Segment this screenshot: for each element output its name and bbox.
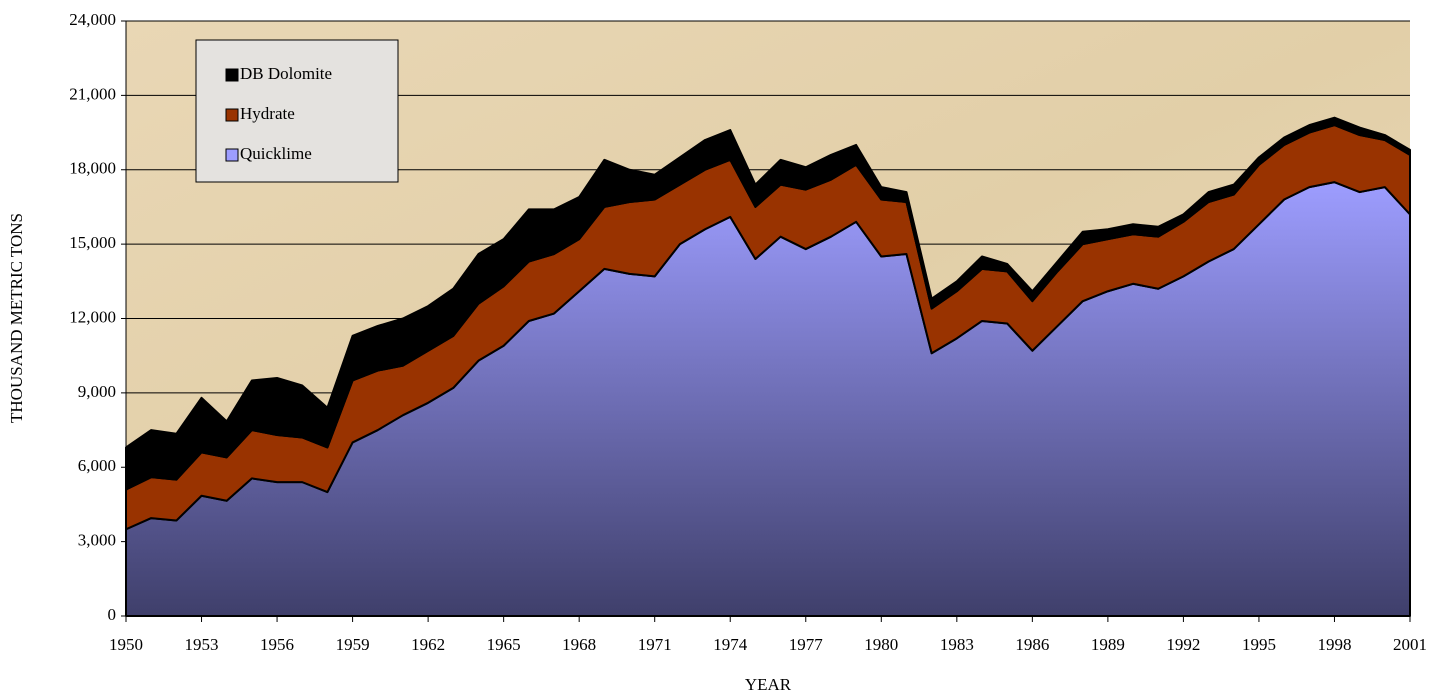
x-tick-label: 1983 xyxy=(940,635,974,654)
x-tick-label: 1992 xyxy=(1166,635,1200,654)
x-tick-label: 1965 xyxy=(487,635,521,654)
legend-label: Quicklime xyxy=(240,144,312,163)
x-tick-label: 1980 xyxy=(864,635,898,654)
x-tick-label: 1998 xyxy=(1317,635,1351,654)
legend-label: DB Dolomite xyxy=(240,64,332,83)
legend-swatch xyxy=(225,68,239,82)
y-axis-title: THOUSAND METRIC TONS xyxy=(7,213,26,423)
y-tick-label: 24,000 xyxy=(69,10,116,29)
y-tick-label: 9,000 xyxy=(78,382,116,401)
y-tick-label: 18,000 xyxy=(69,159,116,178)
x-tick-label: 1953 xyxy=(185,635,219,654)
x-axis-title: YEAR xyxy=(745,675,792,694)
legend-swatch xyxy=(225,148,239,162)
x-tick-label: 1962 xyxy=(411,635,445,654)
area xyxy=(125,116,1411,491)
x-tick-label: 1956 xyxy=(260,635,294,654)
x-tick-label: 2001 xyxy=(1393,635,1427,654)
y-tick-label: 6,000 xyxy=(78,456,116,475)
x-tick-label: 1989 xyxy=(1091,635,1125,654)
x-tick-label: 1950 xyxy=(109,635,143,654)
x-tick-label: 1995 xyxy=(1242,635,1276,654)
legend-label: Hydrate xyxy=(240,104,295,123)
x-tick-label: 1977 xyxy=(789,635,824,654)
x-tick-label: 1974 xyxy=(713,635,748,654)
x-tick-label: 1971 xyxy=(638,635,672,654)
y-tick-label: 15,000 xyxy=(69,233,116,252)
y-tick-label: 12,000 xyxy=(69,307,116,326)
x-tick-label: 1959 xyxy=(336,635,370,654)
y-tick-label: 0 xyxy=(108,605,117,624)
x-tick-label: 1968 xyxy=(562,635,596,654)
y-tick-label: 3,000 xyxy=(78,531,116,550)
legend-swatch xyxy=(225,108,239,122)
x-tick-label: 1986 xyxy=(1015,635,1049,654)
y-tick-label: 21,000 xyxy=(69,84,116,103)
